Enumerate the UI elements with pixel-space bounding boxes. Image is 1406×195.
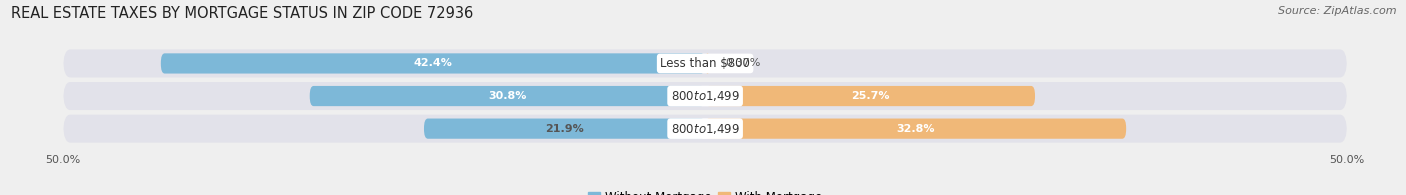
FancyBboxPatch shape [160, 53, 704, 74]
FancyBboxPatch shape [309, 86, 704, 106]
FancyBboxPatch shape [63, 49, 1347, 77]
Text: $800 to $1,499: $800 to $1,499 [671, 89, 740, 103]
Text: 21.9%: 21.9% [546, 124, 583, 134]
Legend: Without Mortgage, With Mortgage: Without Mortgage, With Mortgage [583, 186, 827, 195]
Text: Source: ZipAtlas.com: Source: ZipAtlas.com [1278, 6, 1396, 16]
Text: 25.7%: 25.7% [851, 91, 890, 101]
FancyBboxPatch shape [425, 119, 704, 139]
Text: 0.37%: 0.37% [725, 58, 761, 68]
FancyBboxPatch shape [704, 119, 1126, 139]
FancyBboxPatch shape [704, 86, 1035, 106]
FancyBboxPatch shape [63, 82, 1347, 110]
FancyBboxPatch shape [63, 115, 1347, 143]
Text: $800 to $1,499: $800 to $1,499 [671, 122, 740, 136]
Text: 32.8%: 32.8% [897, 124, 935, 134]
Text: 30.8%: 30.8% [488, 91, 527, 101]
Text: REAL ESTATE TAXES BY MORTGAGE STATUS IN ZIP CODE 72936: REAL ESTATE TAXES BY MORTGAGE STATUS IN … [11, 6, 474, 21]
FancyBboxPatch shape [704, 53, 710, 74]
Text: 42.4%: 42.4% [413, 58, 453, 68]
Text: Less than $800: Less than $800 [661, 57, 749, 70]
